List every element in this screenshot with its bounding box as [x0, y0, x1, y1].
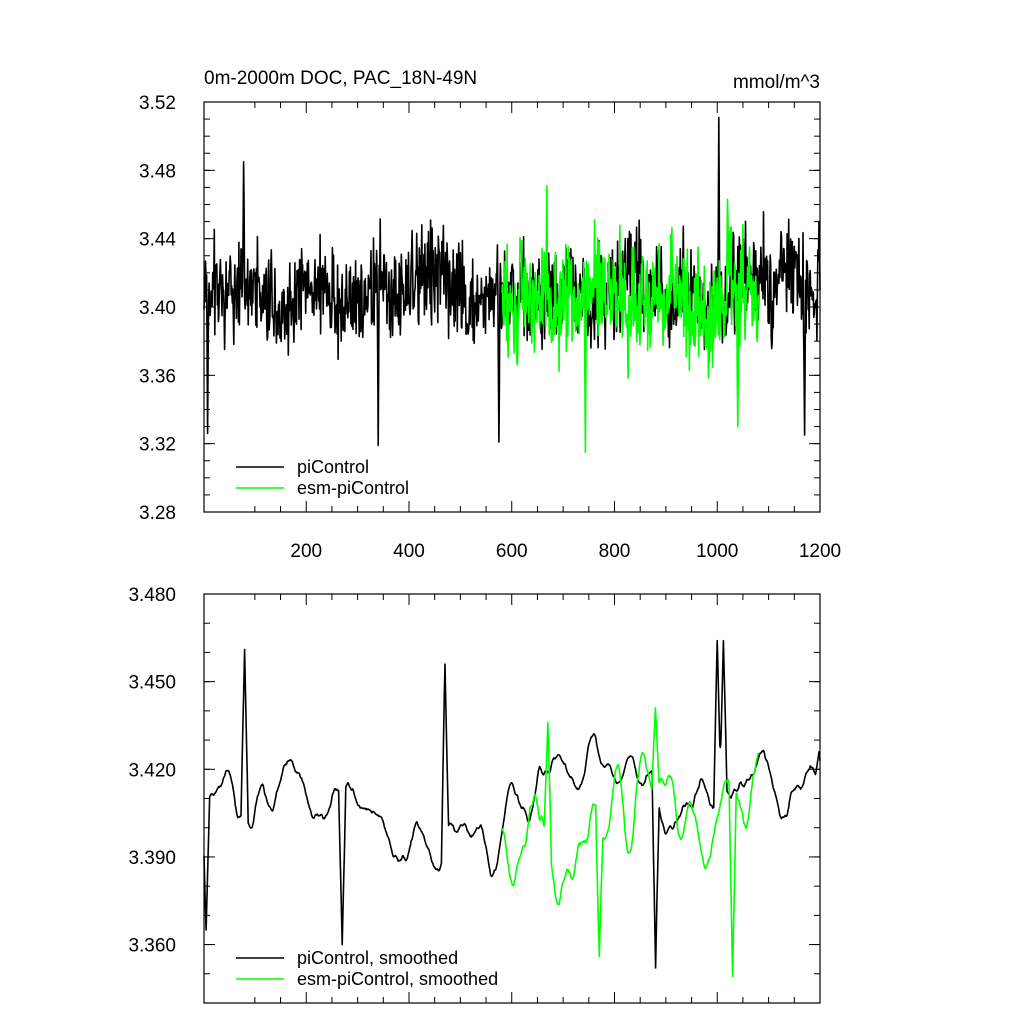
chart-title: 0m-2000m DOC, PAC_18N-49N: [204, 68, 477, 89]
series-line-picontrol: [203, 639, 821, 969]
y-tick-label: 3.32: [139, 435, 176, 456]
units-label: mmol/m^3: [733, 72, 820, 93]
x-tick-label: 1000: [696, 541, 738, 562]
legend-label: piControl: [297, 457, 369, 477]
series-line-esm-picontrol: [500, 707, 760, 978]
plot-frame: [203, 593, 821, 1004]
top-panel: 0m-2000m DOC, PAC_18N-49N mmol/m^3 200 40…: [139, 68, 841, 562]
x-tick-label: 1200: [799, 541, 841, 562]
legend-label: piControl, smoothed: [297, 948, 458, 968]
y-tick-label: 3.52: [139, 93, 176, 114]
y-tick-label: 3.40: [139, 298, 176, 319]
y-tick-label: 3.390: [128, 848, 176, 869]
x-tick-label: 400: [393, 541, 425, 562]
y-tick-label: 3.28: [139, 503, 176, 524]
x-tick-label: 600: [496, 541, 528, 562]
legend-label: esm-piControl, smoothed: [297, 969, 498, 989]
y-tick-label: 3.450: [128, 673, 176, 694]
x-tick-label: 200: [290, 541, 322, 562]
x-tick-label: 800: [599, 541, 631, 562]
y-tick-label: 3.480: [128, 585, 176, 606]
y-tick-label: 3.360: [128, 936, 176, 957]
bottom-panel: 3.360 3.390 3.420 3.450 3.480 piControl, smoo…: [128, 585, 821, 1004]
y-tick-label: 3.36: [139, 366, 176, 387]
y-tick-label: 3.44: [139, 230, 176, 251]
series-line-picontrol: [203, 116, 821, 447]
legend-label: esm-piControl: [297, 478, 409, 498]
series-line-esm-picontrol: [501, 184, 760, 453]
y-tick-label: 3.48: [139, 161, 176, 182]
y-tick-label: 3.420: [128, 760, 176, 781]
